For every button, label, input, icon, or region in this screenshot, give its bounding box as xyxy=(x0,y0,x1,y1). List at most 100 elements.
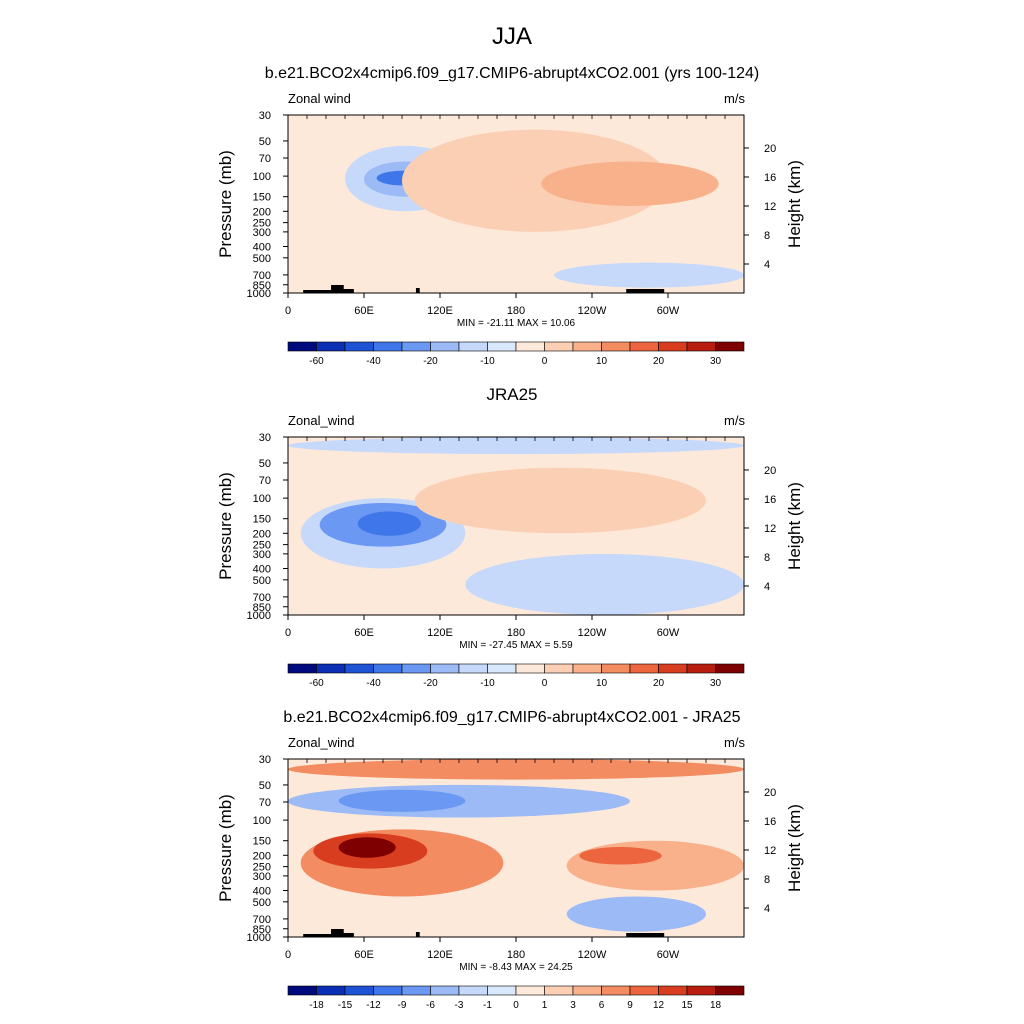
contour-region xyxy=(554,262,744,288)
terrain-bar xyxy=(626,289,665,293)
colorbar-swatch xyxy=(515,341,545,352)
colorbar-swatch xyxy=(686,341,716,352)
y2-tick-label: 12 xyxy=(764,845,776,857)
colorbar-label: 0 xyxy=(513,1000,519,1011)
y-tick-label: 50 xyxy=(259,458,271,470)
colorbar-label: 18 xyxy=(710,1000,722,1011)
colorbar-swatch xyxy=(373,341,403,352)
colorbar-swatch xyxy=(316,985,346,996)
colorbar-swatch xyxy=(658,663,688,674)
variable-label: Zonal wind xyxy=(288,91,351,106)
panel-title: b.e21.BCO2x4cmip6.f09_g17.CMIP6-abrupt4x… xyxy=(283,709,740,726)
panel-3: b.e21.BCO2x4cmip6.f09_g17.CMIP6-abrupt4x… xyxy=(216,709,804,1011)
y-tick-label: 50 xyxy=(259,136,271,148)
contour-region xyxy=(338,789,466,812)
y2-tick-label: 8 xyxy=(764,552,770,564)
contour-region xyxy=(338,837,396,858)
y2-axis-label: Height (km) xyxy=(785,160,804,248)
contour-region xyxy=(357,511,422,536)
colorbar-swatch xyxy=(430,663,460,674)
colorbar-label: -40 xyxy=(366,356,381,367)
colorbar-swatch xyxy=(572,985,602,996)
topography xyxy=(303,929,665,937)
y-tick-label: 70 xyxy=(259,475,271,487)
units-label: m/s xyxy=(724,735,745,750)
y-tick-label: 30 xyxy=(259,754,271,766)
y-tick-label: 500 xyxy=(253,253,271,265)
colorbar-swatch xyxy=(686,663,716,674)
colorbar-swatch xyxy=(344,663,374,674)
colorbar-swatch xyxy=(458,341,488,352)
x-tick-label: 120E xyxy=(427,305,453,317)
x-tick-label: 120W xyxy=(578,949,607,961)
terrain-bar xyxy=(303,290,342,293)
colorbar-swatch xyxy=(401,985,431,996)
y-tick-label: 500 xyxy=(253,575,271,587)
y-axis-label: Pressure (mb) xyxy=(216,472,235,580)
colorbar-label: -18 xyxy=(309,1000,324,1011)
colorbar-swatch xyxy=(344,341,374,352)
y-tick-label: 200 xyxy=(253,528,271,540)
y-tick-label: 30 xyxy=(259,110,271,122)
y-tick-label: 200 xyxy=(253,850,271,862)
colorbar-swatch xyxy=(401,341,431,352)
variable-label: Zonal_wind xyxy=(288,735,355,750)
colorbar-swatch xyxy=(601,341,631,352)
colorbar-label: 1 xyxy=(542,1000,548,1011)
x-tick-label: 0 xyxy=(285,627,291,639)
colorbar-label: 0 xyxy=(542,356,548,367)
colorbar-label: -6 xyxy=(426,1000,435,1011)
terrain-bar xyxy=(342,933,354,937)
y-tick-label: 100 xyxy=(253,171,271,183)
y2-axis-label: Height (km) xyxy=(785,482,804,570)
x-tick-label: 180 xyxy=(507,305,525,317)
colorbar-label: 9 xyxy=(627,1000,633,1011)
y-tick-label: 300 xyxy=(253,871,271,883)
y-tick-label: 300 xyxy=(253,227,271,239)
colorbar-label: 20 xyxy=(653,356,665,367)
terrain-bar xyxy=(331,929,344,937)
y2-tick-label: 8 xyxy=(764,874,770,886)
colorbar-label: 10 xyxy=(596,356,608,367)
x-tick-label: 0 xyxy=(285,949,291,961)
terrain-bar xyxy=(415,932,420,937)
variable-label: Zonal_wind xyxy=(288,413,355,428)
colorbar-label: -12 xyxy=(366,1000,381,1011)
units-label: m/s xyxy=(724,413,745,428)
y2-tick-label: 4 xyxy=(764,903,770,915)
colorbar-swatch xyxy=(401,663,431,674)
y-tick-label: 850 xyxy=(253,602,271,614)
colorbar-swatch xyxy=(601,663,631,674)
colorbar-swatch xyxy=(715,663,745,674)
colorbar-swatch xyxy=(430,341,460,352)
colorbar-swatch xyxy=(544,985,574,996)
contour-region xyxy=(541,161,719,206)
colorbar-label: 30 xyxy=(710,678,722,689)
y-tick-label: 300 xyxy=(253,549,271,561)
x-tick-label: 120E xyxy=(427,949,453,961)
colorbar-label: 10 xyxy=(596,678,608,689)
colorbar-swatch xyxy=(715,341,745,352)
colorbar-swatch xyxy=(373,663,403,674)
contour-region xyxy=(288,437,744,455)
terrain-bar xyxy=(342,289,354,293)
y-tick-label: 850 xyxy=(253,924,271,936)
y2-tick-label: 4 xyxy=(764,259,770,271)
y2-tick-label: 20 xyxy=(764,787,776,799)
y-tick-label: 250 xyxy=(253,218,271,230)
y2-tick-label: 16 xyxy=(764,494,776,506)
x-tick-label: 120W xyxy=(578,627,607,639)
colorbar-label: -60 xyxy=(309,678,324,689)
y-tick-label: 500 xyxy=(253,897,271,909)
x-tick-label: 180 xyxy=(507,949,525,961)
season-title: JJA xyxy=(492,23,532,50)
y2-tick-label: 8 xyxy=(764,230,770,242)
y-tick-label: 700 xyxy=(253,592,271,604)
y2-tick-label: 12 xyxy=(764,201,776,213)
contour-region xyxy=(402,129,668,232)
x-tick-label: 60E xyxy=(354,627,374,639)
x-tick-label: 60W xyxy=(657,305,680,317)
panel-title: b.e21.BCO2x4cmip6.f09_g17.CMIP6-abrupt4x… xyxy=(265,65,759,82)
contour-field xyxy=(288,437,744,615)
